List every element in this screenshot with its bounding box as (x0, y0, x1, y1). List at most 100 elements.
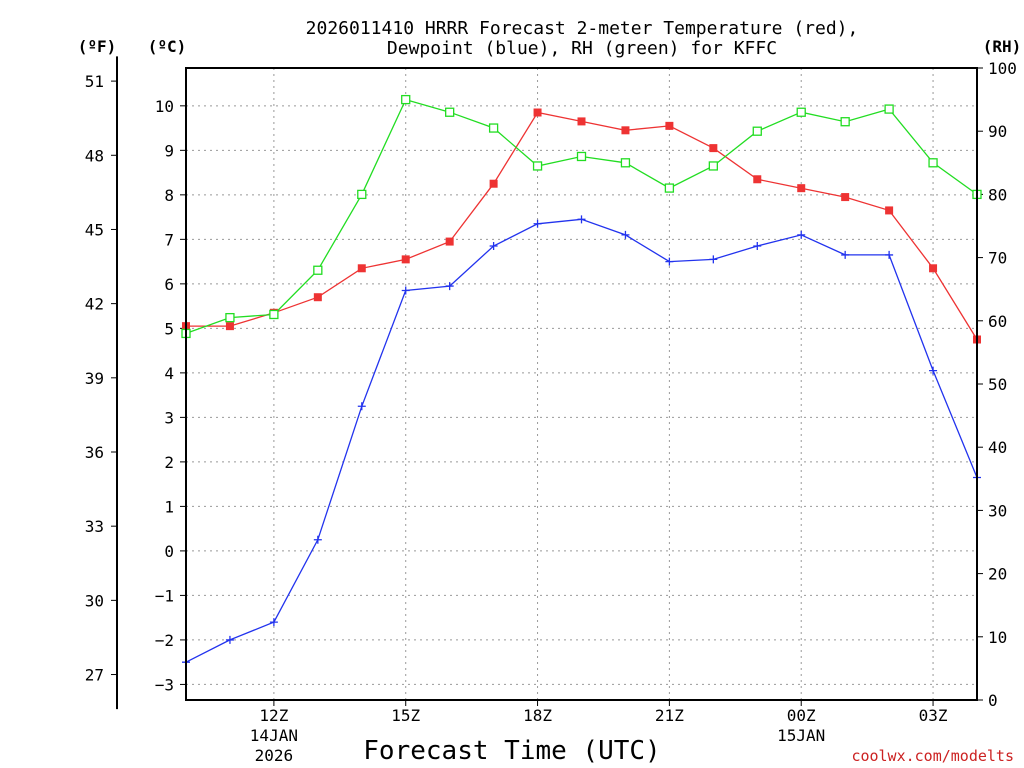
time-tick-label: 18Z (523, 706, 552, 725)
temperature-point (841, 193, 850, 202)
rh-tick-label: 20 (988, 565, 1007, 584)
rh-point (269, 309, 279, 320)
time-tick-year: 2026 (255, 746, 294, 765)
rh-point (928, 158, 938, 168)
fahrenheit-tick-label: 48 (85, 146, 104, 165)
celsius-tick-label: −2 (155, 631, 174, 650)
celsius-tick-label: −3 (155, 675, 174, 694)
fahrenheit-tick-label: 33 (85, 517, 104, 536)
rh-point (884, 104, 894, 114)
rh-tick-label: 0 (988, 691, 998, 710)
rh-point (752, 126, 762, 136)
dewpoint-point (577, 215, 586, 224)
dewpoint-point (797, 230, 806, 239)
temperature-point (225, 322, 234, 331)
dewpoint-point (841, 250, 850, 259)
time-tick-date: 14JAN (250, 726, 298, 745)
celsius-tick-label: 6 (164, 275, 174, 294)
temperature-point (577, 117, 586, 126)
temperature-point (445, 237, 454, 246)
celsius-tick-label: 1 (164, 497, 174, 516)
dewpoint-point (665, 257, 674, 266)
celsius-tick-label: 10 (155, 97, 174, 116)
rh-point (840, 117, 850, 127)
temperature-point (533, 108, 542, 117)
celsius-tick-label: 3 (164, 408, 174, 427)
time-tick-label: 12Z (259, 706, 288, 725)
dewpoint-point (489, 242, 498, 251)
rh-tick-label: 60 (988, 312, 1007, 331)
series-layer (181, 94, 982, 667)
rh-point (708, 161, 718, 171)
time-tick-label: 21Z (655, 706, 684, 725)
dewpoint-point (709, 255, 718, 264)
dewpoint-point (885, 250, 894, 259)
rh-point (401, 94, 411, 105)
dewpoint-point (753, 242, 762, 251)
dewpoint-point (533, 219, 542, 228)
fahrenheit-axis-label: (ºF) (78, 37, 117, 56)
fahrenheit-tick-label: 51 (85, 72, 104, 91)
time-tick-date: 15JAN (777, 726, 825, 745)
rh-tick-label: 100 (988, 59, 1017, 78)
rh-tick-label: 80 (988, 185, 1007, 204)
temperature-point (401, 255, 410, 264)
rh-tick-label: 10 (988, 628, 1007, 647)
x-axis-title: Forecast Time (UTC) (363, 736, 660, 766)
celsius-axis-label: (ºC) (148, 37, 187, 56)
plot-frame (185, 67, 978, 701)
celsius-tick-label: 2 (164, 453, 174, 472)
fahrenheit-tick-label: 36 (85, 443, 104, 462)
temperature-point (885, 206, 894, 215)
temperature-point (753, 175, 762, 184)
temperature-point (709, 144, 718, 153)
celsius-tick-label: 9 (164, 141, 174, 160)
fahrenheit-tick-label: 30 (85, 591, 104, 610)
temperature-point (929, 264, 938, 273)
chart-title: 2026011410 HRRR Forecast 2-meter Tempera… (306, 18, 859, 39)
fahrenheit-tick-label: 45 (85, 220, 104, 239)
rh-point (664, 183, 675, 193)
rh-point (225, 312, 235, 323)
time-tick-label: 15Z (391, 706, 420, 725)
temperature-series-line (186, 111, 978, 340)
celsius-tick-label: 4 (164, 364, 174, 383)
rh-point (796, 107, 806, 117)
celsius-tick-label: 5 (164, 319, 174, 338)
celsius-tick-label: 7 (164, 230, 174, 249)
dewpoint-point (401, 286, 410, 295)
celsius-tick-label: 0 (164, 542, 174, 561)
rh-point (357, 189, 367, 200)
rh-axis-label: (RH) (983, 37, 1022, 56)
temperature-point (313, 293, 322, 302)
temperature-point (489, 179, 498, 188)
time-tick-label: 00Z (787, 706, 816, 725)
axes: −3−2−10123456789102730333639424548510102… (85, 56, 1017, 765)
fahrenheit-tick-label: 39 (85, 369, 104, 388)
rh-tick-label: 50 (988, 375, 1007, 394)
rh-point (620, 158, 631, 168)
rh-tick-label: 90 (988, 122, 1007, 141)
dewpoint-point (929, 366, 938, 375)
dewpoint-point (357, 402, 366, 411)
rh-point (488, 123, 499, 133)
temperature-point (665, 121, 674, 130)
temperature-point (621, 126, 630, 135)
celsius-tick-label: −1 (155, 586, 174, 605)
dewpoint-point (313, 535, 322, 544)
source-credit: coolwx.com/modelts (851, 747, 1014, 765)
temperature-point (357, 264, 366, 273)
fahrenheit-tick-label: 27 (85, 666, 104, 685)
dewpoint-point (225, 635, 234, 644)
dewpoint-point (445, 282, 454, 291)
rh-tick-label: 40 (988, 438, 1007, 457)
time-tick-label: 03Z (919, 706, 948, 725)
rh-point (445, 107, 455, 117)
celsius-tick-label: 8 (164, 186, 174, 205)
rh-point (532, 161, 543, 171)
temperature-point (797, 184, 806, 193)
fahrenheit-tick-label: 42 (85, 295, 104, 314)
rh-tick-label: 70 (988, 249, 1007, 268)
rh-point (576, 151, 587, 162)
